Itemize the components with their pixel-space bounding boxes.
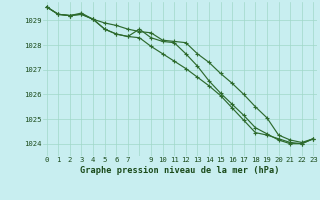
X-axis label: Graphe pression niveau de la mer (hPa): Graphe pression niveau de la mer (hPa)	[80, 166, 280, 175]
